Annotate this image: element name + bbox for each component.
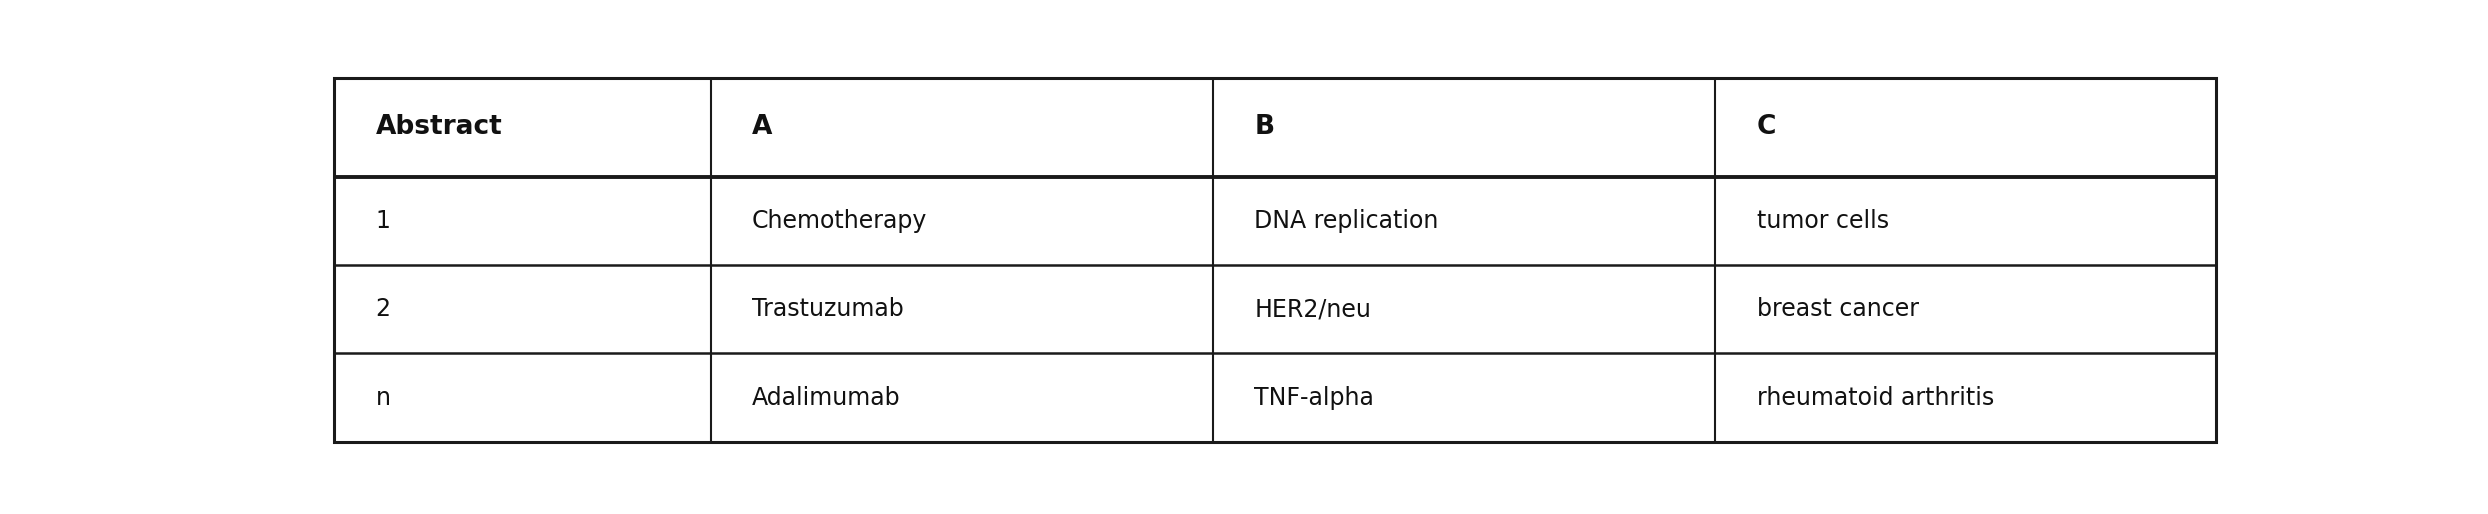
Text: rheumatoid arthritis: rheumatoid arthritis [1757, 386, 1993, 410]
Text: Adalimumab: Adalimumab [751, 386, 901, 410]
Text: C: C [1757, 114, 1776, 140]
Text: n: n [376, 386, 391, 410]
Text: A: A [751, 114, 771, 140]
Text: B: B [1254, 114, 1274, 140]
Text: 2: 2 [376, 297, 391, 321]
Text: tumor cells: tumor cells [1757, 209, 1888, 233]
Text: Chemotherapy: Chemotherapy [751, 209, 928, 233]
Text: breast cancer: breast cancer [1757, 297, 1918, 321]
Text: 1: 1 [376, 209, 391, 233]
Text: TNF-alpha: TNF-alpha [1254, 386, 1373, 410]
Text: Abstract: Abstract [376, 114, 503, 140]
Text: Trastuzumab: Trastuzumab [751, 297, 903, 321]
Text: HER2/neu: HER2/neu [1254, 297, 1371, 321]
Text: DNA replication: DNA replication [1254, 209, 1438, 233]
